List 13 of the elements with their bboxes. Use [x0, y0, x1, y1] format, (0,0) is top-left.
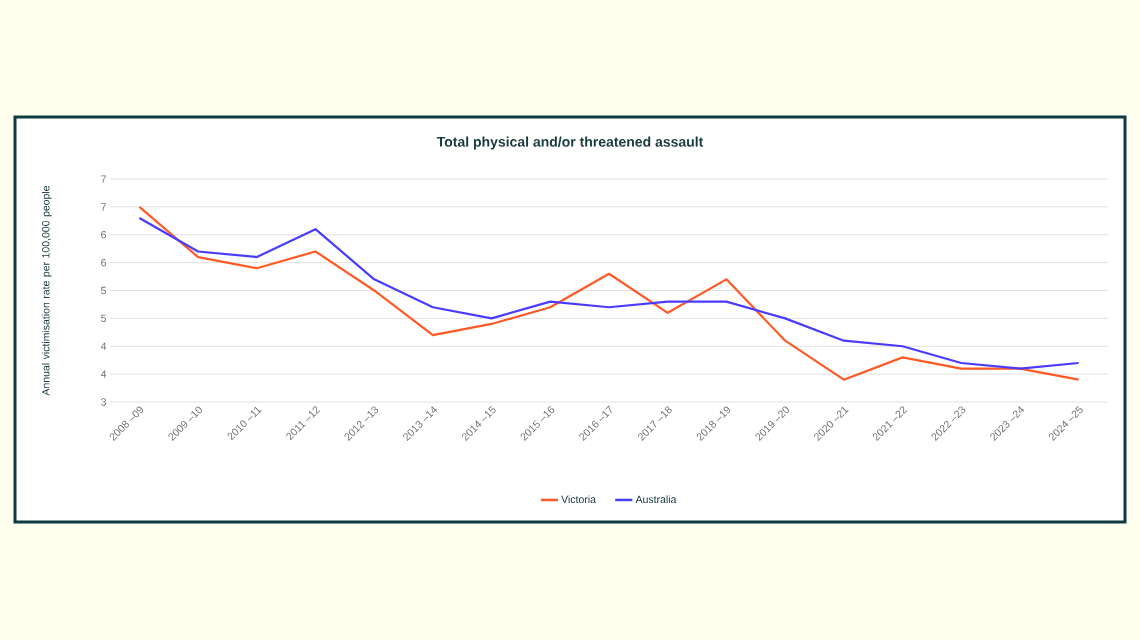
legend-label: Victoria: [561, 495, 596, 504]
y-tick-label: 5: [101, 314, 107, 323]
legend-label: Australia: [635, 495, 677, 504]
y-tick-label: 7: [101, 175, 106, 183]
y-tick-label: 7: [101, 203, 106, 211]
y-tick-label: 4: [100, 370, 107, 378]
y-tick-label: 3: [101, 398, 107, 406]
y-tick-label: 4: [100, 342, 107, 350]
y-tick-label: 5: [101, 286, 107, 295]
y-axis-title: Annual victimisation rate per 100,000 people: [41, 185, 52, 396]
chart-title: Total physical and/or threatened assault: [436, 136, 704, 150]
y-tick-label: 6: [101, 258, 107, 267]
y-tick-label: 6: [101, 231, 107, 239]
